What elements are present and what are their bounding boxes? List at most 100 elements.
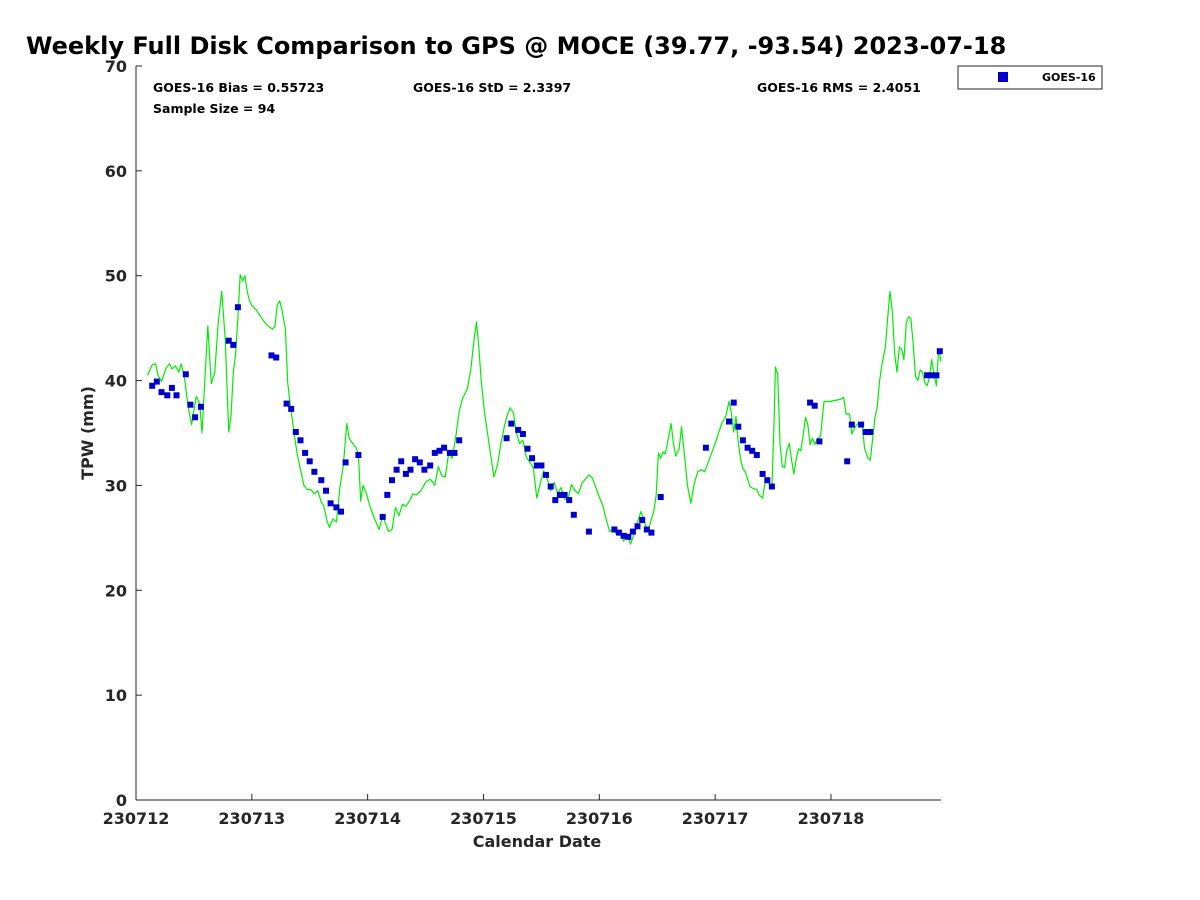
y-tick-label: 70	[105, 57, 127, 76]
goes16-data-point	[158, 389, 165, 396]
y-tick-label: 30	[105, 476, 127, 495]
goes16-data-point	[173, 392, 180, 399]
legend-marker-square	[998, 72, 1008, 82]
goes16-data-point	[848, 421, 855, 428]
goes16-data-point	[398, 458, 405, 465]
goes16-data-point	[816, 438, 823, 445]
goes16-data-point	[318, 477, 325, 484]
goes16-data-point	[379, 513, 386, 520]
goes16-data-point	[643, 526, 650, 533]
goes16-points-layer	[149, 304, 943, 540]
goes16-data-point	[323, 487, 329, 494]
goes16-data-point	[421, 466, 428, 473]
goes16-data-point	[749, 447, 756, 454]
goes16-data-point	[933, 372, 940, 379]
goes16-data-point	[451, 449, 458, 456]
legend: GOES-16	[957, 65, 1103, 90]
y-tick-label: 20	[105, 581, 127, 600]
goes16-data-point	[164, 392, 171, 399]
goes16-data-point	[515, 426, 522, 433]
goes16-data-point	[342, 459, 349, 466]
goes16-data-point	[538, 462, 545, 469]
goes16-data-point	[436, 447, 443, 454]
goes16-data-point	[928, 372, 935, 379]
gps-series-line	[147, 274, 942, 545]
goes16-data-point	[273, 354, 280, 361]
goes16-data-point	[648, 529, 655, 536]
y-tick-label: 60	[105, 162, 127, 181]
goes16-data-point	[182, 371, 189, 378]
goes16-data-point	[620, 532, 627, 539]
goes16-data-point	[807, 399, 814, 406]
goes16-data-point	[924, 372, 931, 379]
goes16-data-point	[225, 337, 232, 344]
x-tick-label: 230718	[798, 809, 865, 828]
y-tick-label: 40	[105, 372, 127, 391]
goes16-data-point	[585, 528, 592, 535]
goes16-data-point	[288, 405, 295, 412]
goes16-data-point	[768, 483, 775, 490]
y-ticks: 0 10 20 30 40 50 60 70	[105, 57, 142, 810]
goes16-data-point	[556, 491, 563, 498]
goes16-data-point	[302, 449, 309, 456]
goes16-data-point	[311, 468, 318, 475]
x-tick-label: 230717	[682, 809, 749, 828]
y-axis-label: TPW (mm)	[78, 386, 97, 480]
goes16-data-point	[533, 462, 540, 469]
goes16-data-point	[730, 399, 737, 406]
goes16-data-point	[570, 511, 577, 518]
goes16-data-point	[441, 444, 448, 451]
x-tick-label: 230713	[218, 809, 285, 828]
goes16-data-point	[503, 435, 510, 442]
goes16-data-point	[402, 470, 409, 477]
goes16-data-point	[412, 456, 419, 463]
goes16-data-point	[858, 421, 865, 428]
goes16-data-point	[611, 526, 618, 533]
sample-size-annotation: Sample Size = 94	[153, 101, 275, 116]
y-tick-label: 0	[116, 791, 127, 810]
goes16-data-point	[234, 304, 241, 311]
goes16-data-point	[764, 477, 771, 484]
goes16-data-point	[753, 452, 760, 458]
goes16-data-point	[625, 533, 632, 540]
y-tick-label: 50	[105, 267, 127, 286]
goes16-data-point	[306, 458, 313, 465]
goes16-data-point	[338, 508, 344, 515]
goes16-data-point	[355, 452, 362, 458]
chart-title: Weekly Full Disk Comparison to GPS @ MOC…	[26, 32, 1006, 60]
std-annotation: GOES-16 StD = 2.3397	[413, 80, 571, 95]
goes16-data-point	[759, 470, 766, 477]
goes16-data-point	[519, 431, 526, 437]
goes16-data-point	[446, 449, 453, 456]
goes16-data-point	[639, 517, 646, 523]
plot-area	[147, 274, 943, 545]
goes16-data-point	[327, 500, 334, 507]
y-tick-label: 10	[105, 686, 127, 705]
goes16-data-point	[230, 341, 237, 348]
goes16-data-point	[867, 429, 874, 435]
goes16-data-point	[283, 400, 290, 407]
goes16-data-point	[168, 384, 175, 391]
goes16-data-point	[552, 497, 559, 504]
goes16-data-point	[862, 429, 869, 435]
goes16-data-point	[811, 402, 818, 409]
goes16-data-point	[524, 445, 531, 452]
x-tick-label: 230715	[450, 809, 517, 828]
goes16-data-point	[936, 348, 943, 355]
goes16-data-point	[547, 483, 554, 490]
goes16-data-point	[844, 458, 851, 465]
goes16-data-point	[634, 523, 641, 530]
goes16-data-point	[561, 491, 568, 498]
x-tick-label: 230714	[334, 809, 401, 828]
x-axis-label: Calendar Date	[473, 832, 602, 851]
goes16-data-point	[153, 378, 160, 385]
goes16-data-point	[268, 352, 275, 359]
goes16-data-point	[292, 429, 299, 435]
goes16-data-point	[333, 504, 340, 511]
goes16-data-point	[657, 494, 664, 500]
goes16-data-point	[384, 491, 391, 498]
goes16-data-point	[197, 403, 204, 410]
goes16-data-point	[149, 382, 156, 389]
goes16-data-point	[629, 528, 636, 535]
